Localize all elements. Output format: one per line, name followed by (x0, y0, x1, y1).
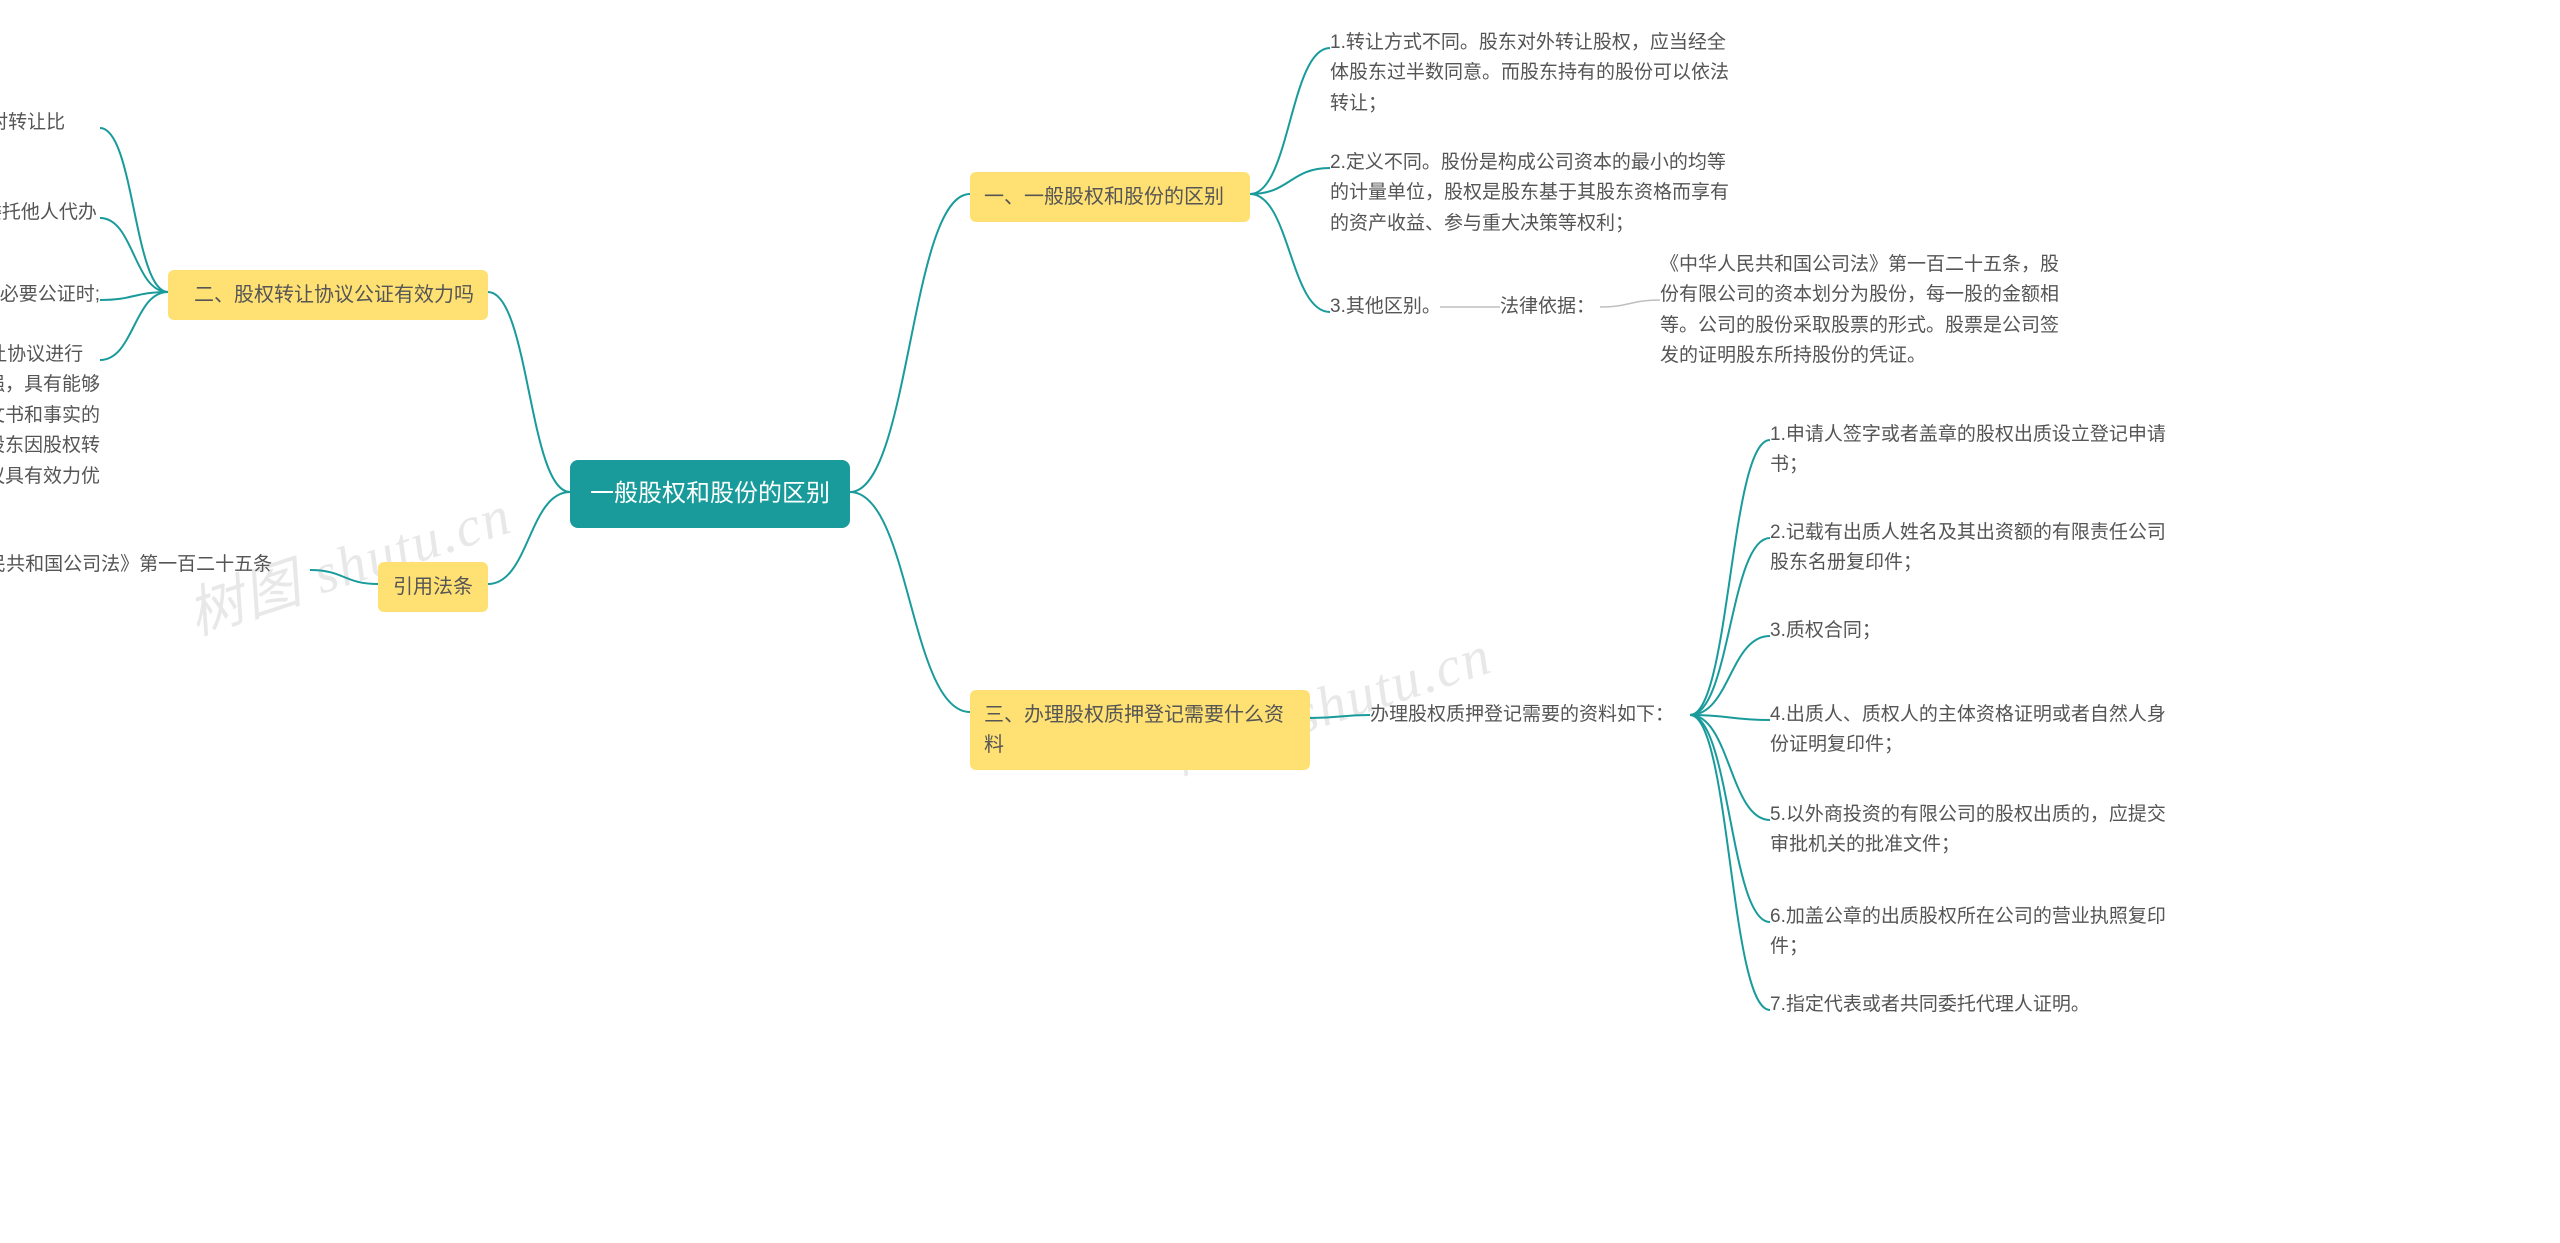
root-node: 一般股权和股份的区别 (570, 460, 850, 528)
branch-node: 一、一般股权和股份的区别 (970, 172, 1250, 222)
branch-node: 引用法条 (378, 562, 488, 612)
leaf-node: 4.出质人、质权人的主体资格证明或者自然人身份证明复印件； (1770, 700, 2170, 761)
leaf-node: 法律依据： (1500, 292, 1610, 322)
leaf-node: 6.加盖公章的出质股权所在公司的营业执照复印件； (1770, 902, 2170, 963)
mindmap-canvas: 树图 shutu.cn 树图 shutu.cn 一般股权和股份的区别 一、一般股… (0, 0, 2560, 1243)
leaf-node: 3.质权合同； (1770, 616, 2170, 646)
leaf-node: 4.立据公证为其他用途时;股权转让协议进行公证，是对该协议法律效力的加强，具有能… (0, 340, 100, 522)
branch-node: 三、办理股权质押登记需要什么资料 (970, 690, 1310, 770)
leaf-node: 2.记载有出质人姓名及其出资额的有限责任公司股东名册复印件； (1770, 518, 2170, 579)
leaf-node: 1.申请人签字或者盖章的股权出质设立登记申请书； (1770, 420, 2170, 481)
leaf-node: 1.转让方式不同。股东对外转让股权，应当经全体股东过半数同意。而股东持有的股份可… (1330, 28, 1730, 119)
leaf-node: 3.双方认为有必要公证时; (0, 280, 100, 310)
leaf-node: 1.转让双方对有关事项存疑时(如对转让比例、转让出资时限等); (0, 108, 100, 169)
leaf-node: 《中华人民共和国公司法》第一百二十五条，股份有限公司的资本划分为股份，每一股的金… (1660, 250, 2060, 372)
branch-node: 二、股权转让协议公证有效力吗 (168, 270, 488, 320)
leaf-node: 办理股权质押登记需要的资料如下： (1370, 700, 1690, 730)
leaf-node: 7.指定代表或者共同委托代理人证明。 (1770, 990, 2170, 1020)
leaf-node: 5.以外商投资的有限公司的股权出质的，应提交审批机关的批准文件； (1770, 800, 2170, 861)
leaf-node: 2.定义不同。股份是构成公司资本的最小的均等的计量单位，股权是股东基于其股东资格… (1330, 148, 1730, 239)
leaf-node: 3.其他区别。 (1330, 292, 1450, 322)
leaf-node: [1]《中华人民共和国公司法》第一百二十五条 (0, 550, 310, 580)
connector-layer (0, 0, 2560, 1243)
leaf-node: 2.当事人一方不到亲自到场签约委托他人代办时; (0, 198, 100, 259)
